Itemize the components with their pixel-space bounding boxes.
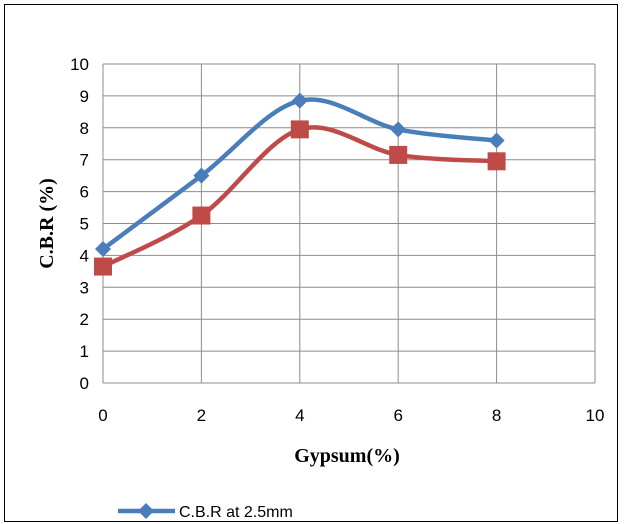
square-marker bbox=[192, 206, 211, 225]
diamond-marker bbox=[390, 121, 407, 138]
x-axis-title: Gypsum(%) bbox=[294, 445, 400, 467]
y-tick-label: 3 bbox=[80, 278, 89, 297]
x-tick-label: 10 bbox=[586, 406, 605, 425]
x-tick-label: 6 bbox=[393, 406, 402, 425]
square-marker bbox=[389, 145, 408, 164]
legend: C.B.R at 2.5mm bbox=[118, 503, 293, 521]
y-tick-label: 4 bbox=[80, 246, 89, 265]
y-tick-label: 5 bbox=[80, 215, 89, 234]
square-marker bbox=[94, 257, 112, 276]
diamond-marker bbox=[95, 241, 111, 258]
y-tick-label: 0 bbox=[80, 374, 89, 393]
tick-labels: 0 1 2 3 4 5 6 7 8 9 10 0 2 4 6 8 10 bbox=[70, 55, 604, 425]
legend-diamond-marker bbox=[138, 503, 154, 519]
y-tick-label: 6 bbox=[80, 183, 89, 202]
x-tick-label: 8 bbox=[492, 406, 501, 425]
data-markers bbox=[94, 92, 506, 276]
grid-lines bbox=[102, 63, 596, 384]
y-tick-label: 2 bbox=[80, 310, 89, 329]
diamond-marker bbox=[193, 167, 210, 184]
y-tick-label: 7 bbox=[80, 151, 89, 170]
y-tick-label: 9 bbox=[80, 87, 89, 106]
y-tick-label: 8 bbox=[80, 119, 89, 138]
y-axis-title: C.B.R (%) bbox=[36, 178, 58, 269]
square-marker bbox=[487, 152, 506, 171]
diamond-marker bbox=[488, 132, 505, 149]
x-tick-label: 0 bbox=[98, 406, 107, 425]
x-tick-label: 4 bbox=[295, 406, 304, 425]
y-tick-label: 10 bbox=[70, 55, 89, 74]
y-tick-label: 1 bbox=[80, 342, 89, 361]
diamond-marker bbox=[291, 92, 308, 109]
legend-label: C.B.R at 2.5mm bbox=[179, 504, 293, 521]
square-marker bbox=[290, 120, 309, 139]
x-tick-label: 2 bbox=[197, 406, 206, 425]
